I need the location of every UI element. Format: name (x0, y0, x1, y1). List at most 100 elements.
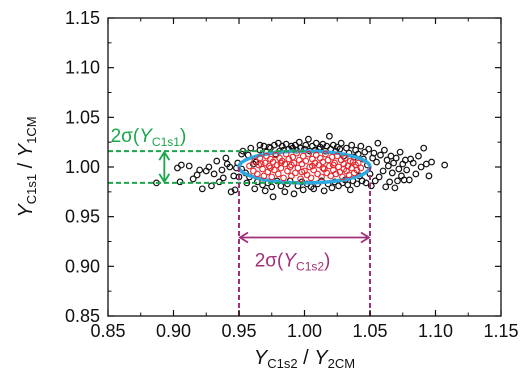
data-point (357, 142, 365, 150)
data-point (409, 159, 417, 167)
data-point (370, 149, 378, 157)
data-point (384, 162, 392, 170)
data-point (365, 145, 373, 153)
data-point (367, 182, 375, 190)
data-point (396, 148, 404, 156)
y-axis-title-part: 1CM (24, 116, 39, 143)
data-point-inside (326, 162, 333, 170)
data-point (394, 177, 401, 185)
data-point-inside (305, 150, 312, 158)
data-point (281, 188, 289, 196)
data-point (415, 152, 422, 160)
x-tick-label: 0.95 (221, 321, 256, 341)
data-point (392, 154, 400, 162)
data-point (319, 140, 327, 148)
y-axis-title-part: Y (15, 203, 37, 218)
data-point (269, 193, 277, 201)
x-tick-label: 1.05 (352, 321, 387, 341)
data-point-inside (250, 167, 257, 175)
plot-layer: 2σ(YC1s1)2σ(YC1s2)0.85 0.90 0.95 1.00 1.05 1.… (15, 8, 519, 371)
data-point-inside (267, 164, 274, 172)
data-point (177, 161, 185, 169)
x-axis-title-part: Y (314, 347, 329, 369)
sigma-x-label-part: C1s2 (296, 259, 324, 273)
data-point-inside (271, 166, 278, 174)
sigma-x-arrowhead (238, 231, 249, 244)
data-point (375, 173, 383, 181)
data-point-inside (289, 153, 297, 161)
data-point-inside (277, 164, 285, 172)
sigma-x-arrowhead (360, 231, 371, 244)
data-point (320, 187, 328, 195)
data-point (428, 158, 435, 166)
data-point (358, 177, 366, 185)
sigma-x-label-part: ) (324, 250, 330, 271)
data-point (196, 166, 204, 174)
y-tick-label: 0.90 (65, 256, 100, 276)
data-point (198, 185, 206, 193)
data-point (441, 161, 449, 169)
y-axis-title-part: C1s1 (24, 174, 39, 204)
data-point-inside (318, 173, 325, 181)
data-point-inside (339, 173, 346, 181)
sigma-x-label-part: 2σ( (255, 250, 284, 271)
data-point-inside (357, 164, 365, 172)
data-point-inside (322, 150, 329, 158)
data-point (420, 144, 428, 152)
data-point (328, 184, 336, 192)
data-point (383, 156, 391, 164)
y-tick-label: 0.85 (65, 306, 100, 326)
data-point-inside (341, 154, 349, 162)
data-point-inside (268, 173, 276, 181)
data-point-inside (328, 153, 336, 161)
x-axis-title-part: / (298, 347, 315, 369)
data-point (382, 183, 390, 191)
data-point (261, 187, 269, 195)
data-point-inside (319, 164, 327, 172)
sigma-y-arrowhead (158, 173, 171, 184)
x-tick-label: 0.85 (90, 321, 125, 341)
x-tick-label: 1.10 (418, 321, 453, 341)
data-point (312, 139, 320, 147)
data-point (290, 190, 298, 198)
data-point-inside (251, 157, 259, 165)
sigma-x-label: 2σ(YC1s2) (255, 250, 331, 273)
y-tick-label: 1.10 (65, 58, 100, 78)
data-point (329, 141, 337, 149)
data-point (210, 170, 218, 178)
x-tick-label: 0.90 (156, 321, 191, 341)
x-tick-label: 1.15 (483, 321, 518, 341)
data-point (208, 182, 215, 190)
data-point (305, 135, 312, 143)
data-point (353, 180, 361, 188)
data-point (277, 182, 285, 190)
data-point-inside (333, 152, 341, 160)
data-point-inside (353, 166, 361, 174)
data-point-inside (285, 155, 293, 163)
data-point-inside (324, 156, 332, 164)
data-point (251, 185, 259, 193)
sigma-y-label: 2σ(YC1s1) (111, 126, 187, 149)
data-point (371, 177, 379, 185)
data-point (295, 138, 303, 146)
data-point (374, 139, 382, 147)
data-point (268, 183, 276, 191)
data-point-inside (281, 160, 289, 168)
data-point-inside (246, 162, 253, 170)
data-point-inside (309, 162, 316, 170)
x-axis-title-part: 2CM (328, 356, 355, 371)
data-point-inside (291, 169, 299, 177)
data-point (247, 144, 255, 152)
data-point-inside (260, 172, 268, 180)
y-axis-title-part: / (15, 157, 37, 174)
data-point (226, 163, 234, 171)
x-axis-title-part: Y (254, 347, 269, 369)
data-point (189, 175, 197, 183)
data-point-inside (256, 154, 264, 162)
data-point-inside (253, 170, 261, 178)
data-point (213, 157, 221, 165)
data-point (337, 139, 345, 147)
data-point (388, 169, 396, 177)
data-point-inside (354, 159, 362, 167)
